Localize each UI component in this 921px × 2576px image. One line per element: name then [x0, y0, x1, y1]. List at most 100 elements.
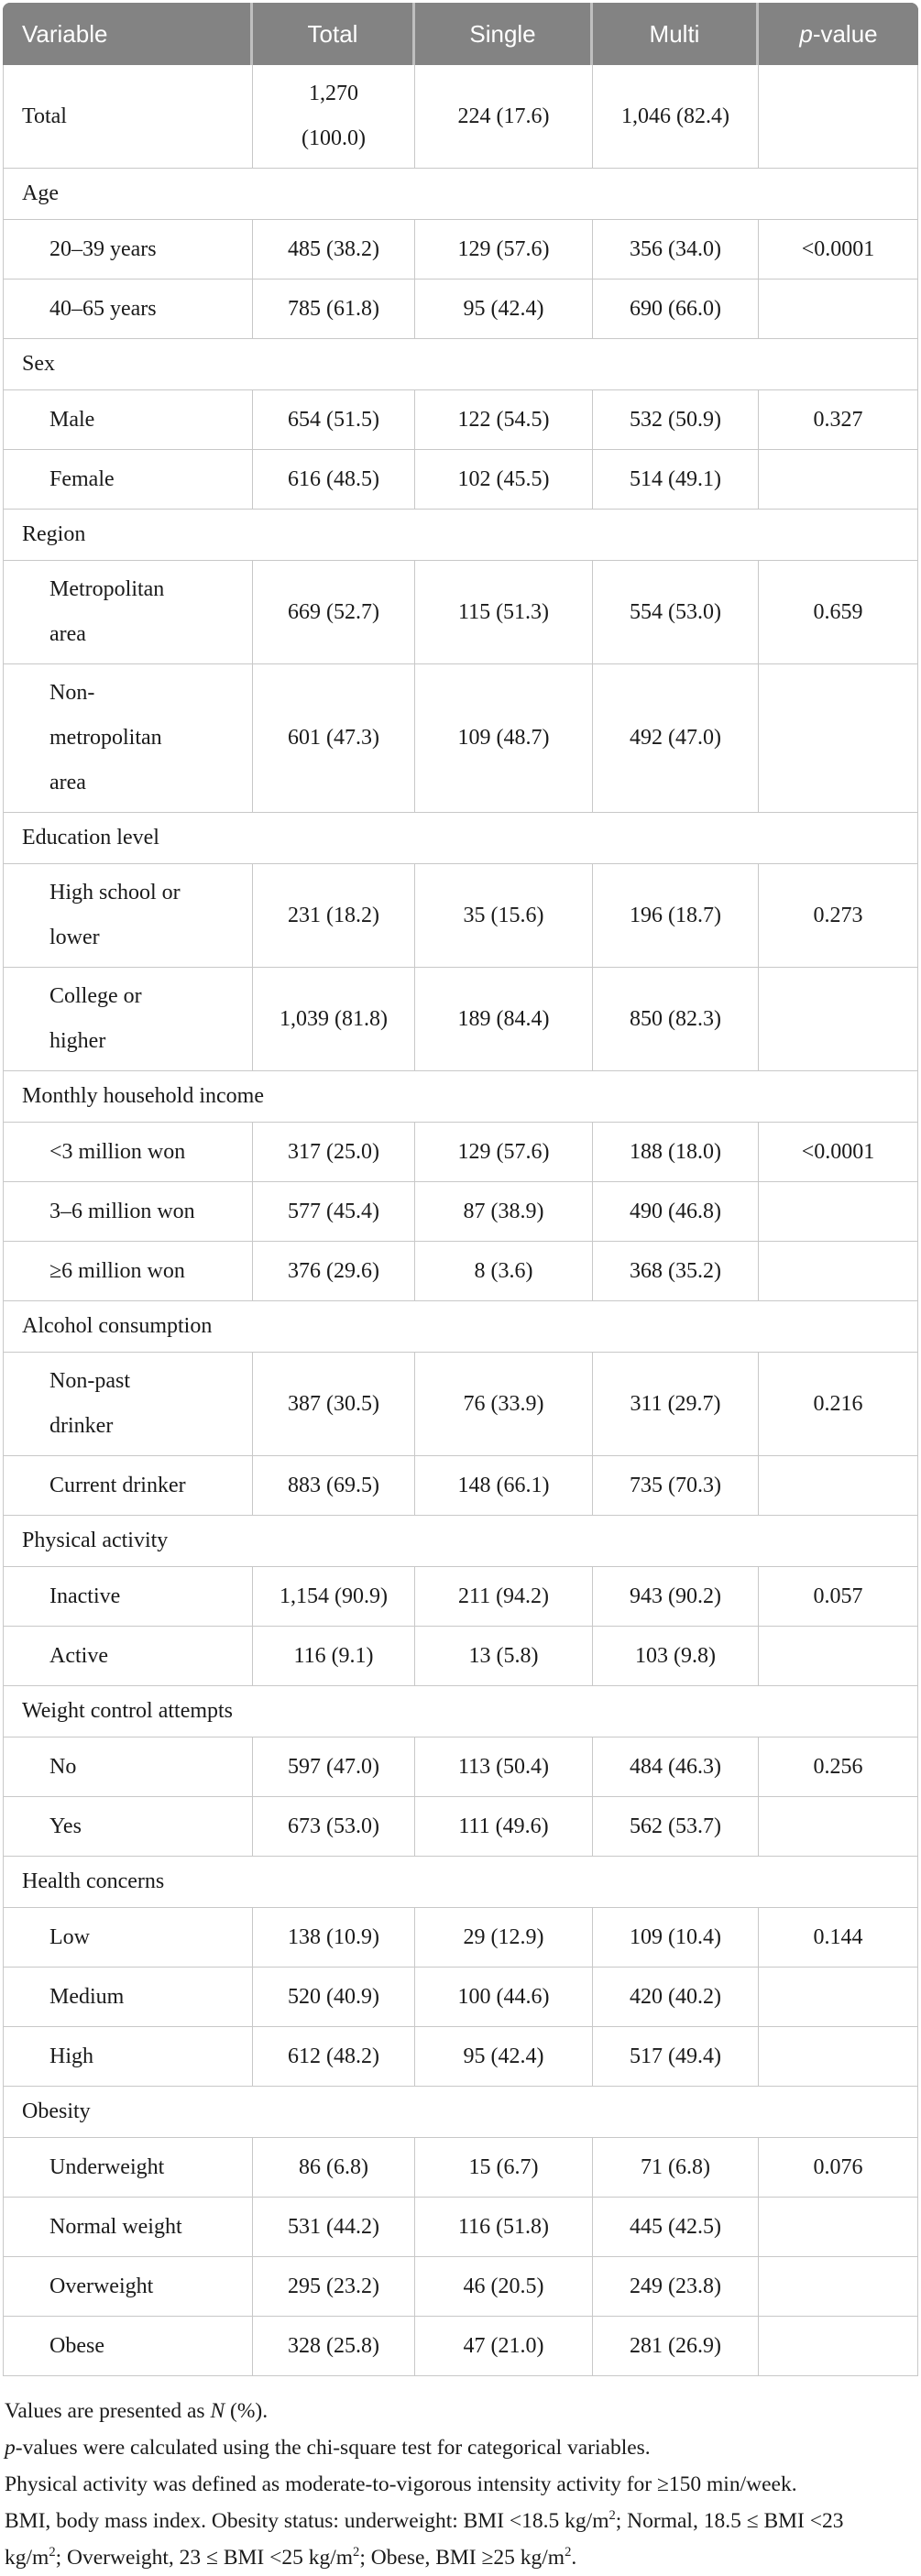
row-label: College or higher — [49, 984, 142, 1053]
cell-p-value: <0.0001 — [758, 220, 917, 279]
cell-p-value: 0.273 — [758, 864, 917, 967]
row-40-65-years: 40–65 years 785 (61.8) 95 (42.4) 690 (66… — [4, 279, 917, 338]
section-label: Education level — [22, 826, 159, 850]
cell-multi: 249 (23.8) — [592, 2257, 758, 2316]
table-header-row: Variable Total Single Multi p -value — [3, 3, 918, 65]
cell-single: 102 (45.5) — [414, 450, 592, 509]
cell-total: 601 (47.3) — [252, 664, 414, 812]
cell-total: 1,154 (90.9) — [252, 1567, 414, 1626]
footnote-1: Values are presented as N (%). — [5, 2399, 269, 2423]
col-header-p-value: p -value — [756, 3, 918, 65]
row-underweight: Underweight 86 (6.8) 15 (6.7) 71 (6.8) 0… — [4, 2137, 917, 2197]
cell-p-value — [758, 450, 917, 509]
cell-total: 616 (48.5) — [252, 450, 414, 509]
cell-total: 883 (69.5) — [252, 1456, 414, 1515]
section-label: Monthly household income — [22, 1084, 264, 1108]
row-label: Current drinker — [49, 1473, 186, 1497]
cell-p-value — [758, 2027, 917, 2086]
cell-total: 295 (23.2) — [252, 2257, 414, 2316]
cell-multi: 109 (10.4) — [592, 1908, 758, 1967]
cell-single: 95 (42.4) — [414, 280, 592, 338]
row-6-million-won: ≥6 million won 376 (29.6) 8 (3.6) 368 (3… — [4, 1241, 917, 1300]
cell-multi: 532 (50.9) — [592, 390, 758, 449]
row-male: Male 654 (51.5) 122 (54.5) 532 (50.9) 0.… — [4, 389, 917, 449]
row-active: Active 116 (9.1) 13 (5.8) 103 (9.8) — [4, 1626, 917, 1685]
section-health-concerns: Health concerns — [4, 1856, 917, 1907]
cell-multi: 281 (26.9) — [592, 2317, 758, 2375]
section-label: Health concerns — [22, 1869, 165, 1893]
row-metropolitan-area: Metropolitan area 669 (52.7) 115 (51.3) … — [4, 560, 917, 663]
row-label: Obese — [49, 2333, 104, 2358]
cell-multi: 514 (49.1) — [592, 450, 758, 509]
cell-p-value — [758, 65, 917, 168]
cell-multi: 420 (40.2) — [592, 1968, 758, 2026]
cell-multi: 311 (29.7) — [592, 1353, 758, 1455]
cell-single: 189 (84.4) — [414, 968, 592, 1070]
cell-total: 1,039 (81.8) — [252, 968, 414, 1070]
row-medium: Medium 520 (40.9) 100 (44.6) 420 (40.2) — [4, 1967, 917, 2026]
row-total: Total 1,270 (100.0) 224 (17.6) 1,046 (82… — [4, 65, 917, 168]
cell-total: 86 (6.8) — [252, 2138, 414, 2197]
cell-total: 654 (51.5) — [252, 390, 414, 449]
cell-p-value — [758, 968, 917, 1070]
cell-total: 531 (44.2) — [252, 2198, 414, 2256]
row-label: High — [49, 2044, 93, 2068]
cell-total: 231 (18.2) — [252, 864, 414, 967]
cell-multi: 735 (70.3) — [592, 1456, 758, 1515]
section-label: Age — [22, 181, 59, 205]
cell-total: 669 (52.7) — [252, 561, 414, 663]
cell-multi: 490 (46.8) — [592, 1182, 758, 1241]
section-region: Region — [4, 509, 917, 560]
section-label: Obesity — [22, 2099, 91, 2123]
cell-single: 87 (38.9) — [414, 1182, 592, 1241]
cell-single: 47 (21.0) — [414, 2317, 592, 2375]
cell-multi: 196 (18.7) — [592, 864, 758, 967]
cell-single: 109 (48.7) — [414, 664, 592, 812]
cell-single: 15 (6.7) — [414, 2138, 592, 2197]
cell-single: 100 (44.6) — [414, 1968, 592, 2026]
cell-single: 35 (15.6) — [414, 864, 592, 967]
cell-p-value: <0.0001 — [758, 1123, 917, 1181]
cell-multi: 356 (34.0) — [592, 220, 758, 279]
cell-total: 317 (25.0) — [252, 1123, 414, 1181]
row-label: Yes — [49, 1814, 82, 1838]
cell-multi: 71 (6.8) — [592, 2138, 758, 2197]
row-non-past-drinker: Non-past drinker 387 (30.5) 76 (33.9) 31… — [4, 1352, 917, 1455]
cell-p-value — [758, 1242, 917, 1300]
cell-multi: 103 (9.8) — [592, 1627, 758, 1685]
cell-p-value: 0.327 — [758, 390, 917, 449]
cell-total: 328 (25.8) — [252, 2317, 414, 2375]
table-footnotes: Values are presented as N (%). p-values w… — [3, 2376, 905, 2576]
col-header-single: Single — [412, 3, 590, 65]
row-yes: Yes 673 (53.0) 111 (49.6) 562 (53.7) — [4, 1796, 917, 1856]
cell-single: 122 (54.5) — [414, 390, 592, 449]
section-label: Physical activity — [22, 1529, 169, 1552]
section-label: Alcohol consumption — [22, 1314, 213, 1338]
row-3-6-million-won: 3–6 million won 577 (45.4) 87 (38.9) 490… — [4, 1181, 917, 1241]
row-no: No 597 (47.0) 113 (50.4) 484 (46.3) 0.25… — [4, 1737, 917, 1796]
row-3-million-won: <3 million won 317 (25.0) 129 (57.6) 188… — [4, 1122, 917, 1181]
cell-single: 111 (49.6) — [414, 1797, 592, 1856]
cell-total: 1,270 (100.0) — [252, 65, 414, 168]
cell-single: 148 (66.1) — [414, 1456, 592, 1515]
cell-p-value: 0.216 — [758, 1353, 917, 1455]
cell-p-value — [758, 1797, 917, 1856]
row-label: <3 million won — [49, 1139, 186, 1164]
cell-p-value — [758, 280, 917, 338]
col-header-total: Total — [250, 3, 412, 65]
row-label: Underweight — [49, 2154, 165, 2179]
table-body: Total 1,270 (100.0) 224 (17.6) 1,046 (82… — [3, 65, 918, 2376]
cell-multi: 850 (82.3) — [592, 968, 758, 1070]
row-overweight: Overweight 295 (23.2) 46 (20.5) 249 (23.… — [4, 2256, 917, 2316]
row-high-school-or-lower: High school or lower 231 (18.2) 35 (15.6… — [4, 863, 917, 967]
row-female: Female 616 (48.5) 102 (45.5) 514 (49.1) — [4, 449, 917, 509]
row-non-metropolitan-area: Non- metropolitan area 601 (47.3) 109 (4… — [4, 663, 917, 812]
cell-p-value — [758, 1968, 917, 2026]
cell-total: 520 (40.9) — [252, 1968, 414, 2026]
section-alcohol-consumption: Alcohol consumption — [4, 1300, 917, 1352]
cell-single: 46 (20.5) — [414, 2257, 592, 2316]
cell-single: 95 (42.4) — [414, 2027, 592, 2086]
row-label: ≥6 million won — [49, 1258, 185, 1283]
cell-multi: 368 (35.2) — [592, 1242, 758, 1300]
row-label: Male — [49, 407, 95, 432]
